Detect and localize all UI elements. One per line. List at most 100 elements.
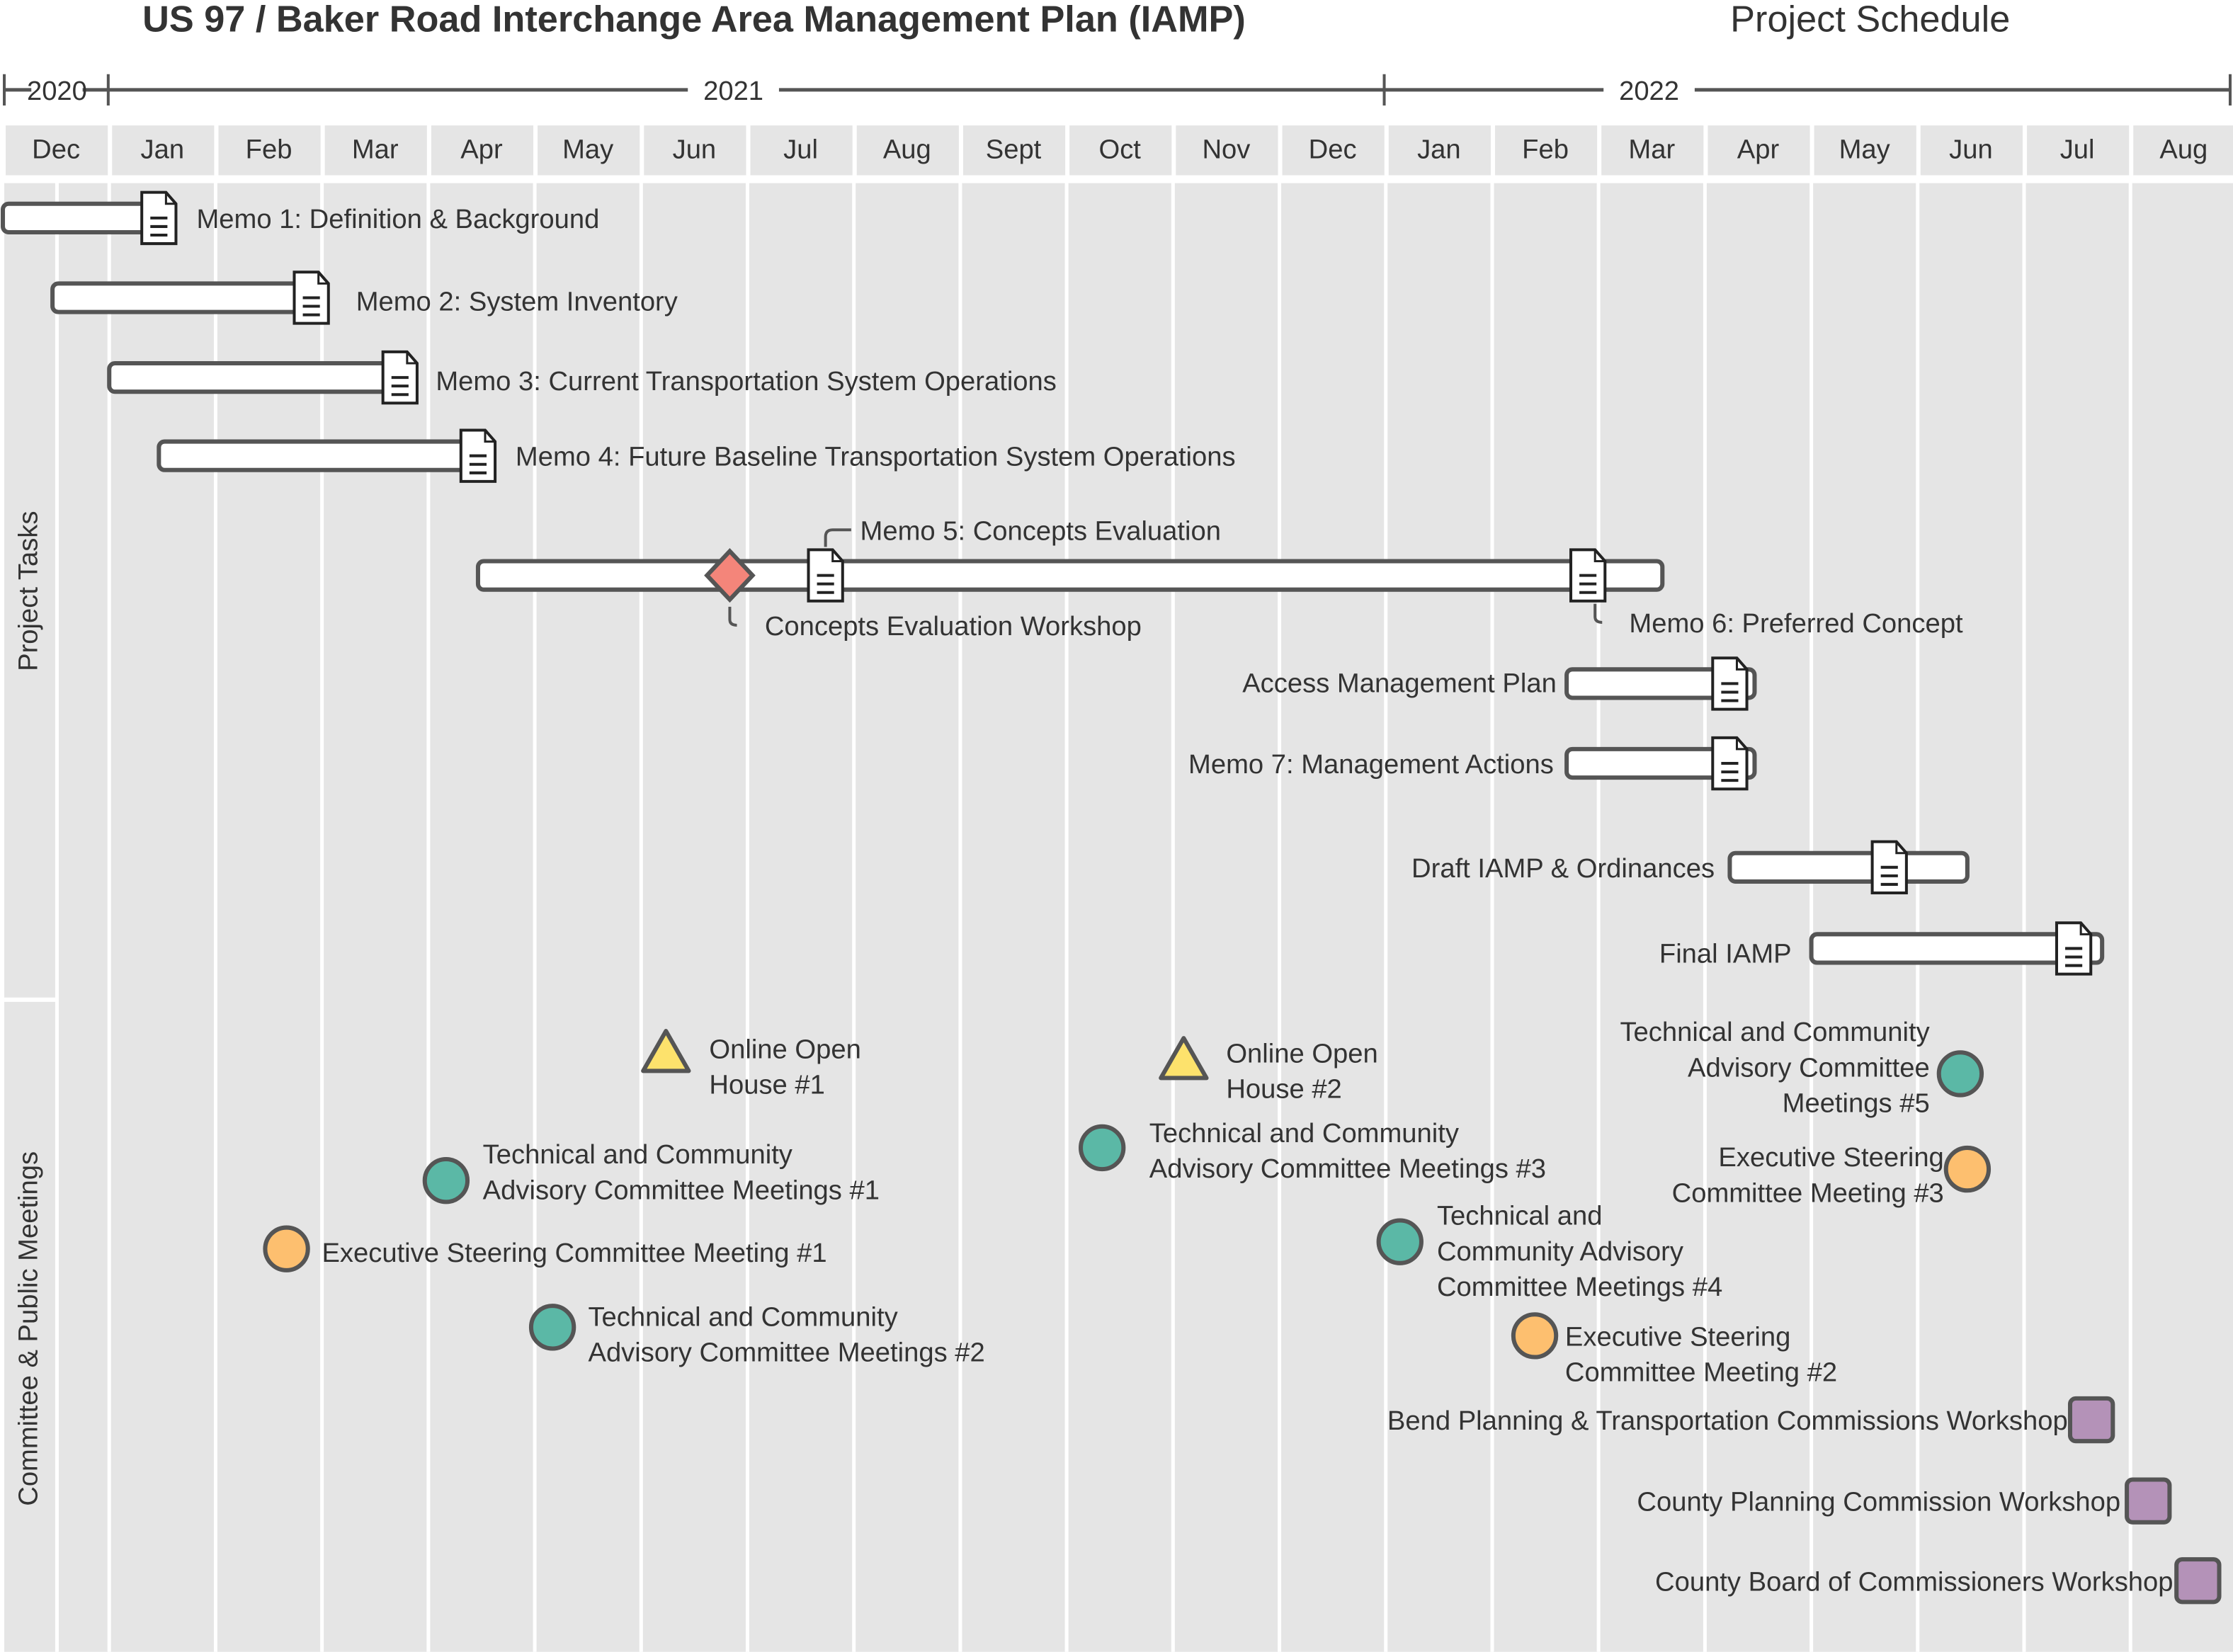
month-header-cell <box>218 125 321 176</box>
committee-meeting-circle <box>422 1157 470 1204</box>
month-header-cell <box>1494 125 1598 176</box>
document-icon <box>807 548 844 603</box>
month-header-cell <box>431 125 534 176</box>
year-label-bg <box>688 71 779 109</box>
document-icon-fold <box>1735 737 1747 751</box>
month-tick-label: May <box>562 134 614 164</box>
document-icon-fold <box>831 549 843 562</box>
month-header-cell <box>750 125 853 176</box>
document-icon <box>1870 840 1908 895</box>
month-tick-label: Feb <box>246 134 292 164</box>
document-icon-fold <box>2079 923 2091 935</box>
task-label: Memo 7: Management Actions <box>1188 749 1554 780</box>
month-header-cell <box>1920 125 2023 176</box>
task-bar <box>1564 746 1757 780</box>
meeting-label: Committee Meeting #3 <box>1672 1178 1944 1208</box>
document-icon <box>381 350 419 405</box>
task-label: Memo 1: Definition & Background <box>196 204 599 234</box>
meeting-label: Advisory Committee <box>1688 1052 1930 1083</box>
document-icon-fold <box>1735 658 1747 671</box>
meeting-label: Committee Meeting #2 <box>1565 1357 1837 1388</box>
document-icon-fold <box>317 272 329 285</box>
month-tick-label: Aug <box>883 134 931 164</box>
month-header-cell <box>324 125 427 176</box>
meeting-label: Advisory Committee Meetings #2 <box>588 1338 984 1368</box>
task-bar <box>1809 932 2105 965</box>
document-icon <box>459 428 497 483</box>
leader-line <box>824 528 851 547</box>
month-header-cell <box>1282 125 1385 176</box>
month-header-cell <box>1069 125 1172 176</box>
meeting-label: Technical and Community <box>483 1139 793 1170</box>
document-icon <box>1569 548 1607 603</box>
commission-workshop-square <box>2174 1557 2222 1605</box>
month-tick-label: Jun <box>673 134 717 164</box>
month-tick-label: Sept <box>986 134 1042 164</box>
meeting-label: Technical and Community <box>588 1301 898 1332</box>
executive-meeting-circle <box>1943 1145 1991 1193</box>
committee-meeting-circle <box>1079 1124 1126 1172</box>
month-tick-label: Jul <box>783 134 818 164</box>
task-label: Final IAMP <box>1659 939 1792 969</box>
meeting-label: County Planning Commission Workshop <box>1637 1487 2120 1517</box>
document-icon <box>292 270 330 325</box>
open-house-triangle <box>641 1029 691 1073</box>
task-bar <box>107 360 402 394</box>
task-bar <box>157 439 480 472</box>
meeting-label: Advisory Committee Meetings #1 <box>483 1175 880 1205</box>
workshop-milestone-diamond <box>704 548 756 603</box>
month-tick-label: Oct <box>1099 134 1142 164</box>
commission-workshop-square <box>2067 1396 2115 1444</box>
committee-meeting-circle <box>1376 1218 1424 1265</box>
month-tick-label: Feb <box>1522 134 1569 164</box>
document-icon-fold <box>1593 549 1606 562</box>
meeting-label: Advisory Committee Meetings #3 <box>1149 1153 1546 1184</box>
document-icon <box>1711 736 1749 791</box>
chart-title: US 97 / Baker Road Interchange Area Mana… <box>142 0 1246 40</box>
meeting-label: Meetings #5 <box>1783 1088 1930 1119</box>
month-tick-label: Jul <box>2060 134 2095 164</box>
month-tick-label: Apr <box>1737 134 1780 164</box>
meeting-label: Executive Steering <box>1718 1142 1943 1173</box>
document-icon <box>1711 656 1749 711</box>
document-icon <box>2055 921 2093 976</box>
section-label-meetings: Committee & Public Meetings <box>13 1151 43 1506</box>
meeting-label: County Board of Commissioners Workshop <box>1655 1566 2174 1597</box>
month-tick-label: Apr <box>460 134 503 164</box>
month-header-cell <box>6 125 108 176</box>
document-icon-fold <box>484 430 496 443</box>
month-header-cell <box>538 125 640 176</box>
task-label: Access Management Plan <box>1242 668 1557 698</box>
open-house-triangle <box>1159 1036 1209 1081</box>
milestone-label: Concepts Evaluation Workshop <box>765 611 1142 642</box>
task-bar <box>475 559 1665 592</box>
committee-meeting-circle <box>1936 1050 1984 1098</box>
year-label-bg <box>1603 71 1695 109</box>
task-bar <box>50 281 314 314</box>
leader-line <box>728 606 737 627</box>
meeting-label: House #2 <box>1226 1074 1341 1105</box>
month-tick-label: Nov <box>1202 134 1250 164</box>
timeline-grid: Dec Jan Feb Mar Apr May Jun Jul Aug Sept Oct Nov Dec… <box>3 71 2233 1652</box>
year-label: 2022 <box>1619 76 1679 106</box>
meeting-label: Technical and <box>1437 1201 1603 1231</box>
month-header-cell <box>1176 125 1278 176</box>
section-label-project-tasks: Project Tasks <box>13 511 43 671</box>
deliverable-label: Memo 6: Preferred Concept <box>1629 608 1963 639</box>
document-icon-fold <box>164 192 176 205</box>
month-header-cell <box>2027 125 2130 176</box>
month-header-cell <box>1814 125 1916 176</box>
meeting-label: Technical and Community <box>1149 1118 1460 1149</box>
month-tick-label: Jun <box>1949 134 1993 164</box>
document-icon-fold <box>406 351 417 365</box>
commission-workshop-square <box>2125 1477 2172 1525</box>
task-label: Draft IAMP & Ordinances <box>1411 853 1715 884</box>
year-label-bg <box>31 71 83 109</box>
task-label: Memo 3: Current Transportation System Op… <box>436 366 1057 397</box>
month-tick-label: Aug <box>2159 134 2208 164</box>
document-icon <box>140 190 178 246</box>
task-bar <box>1564 667 1757 700</box>
executive-meeting-circle <box>1511 1312 1559 1360</box>
chart-body <box>4 182 2233 1652</box>
